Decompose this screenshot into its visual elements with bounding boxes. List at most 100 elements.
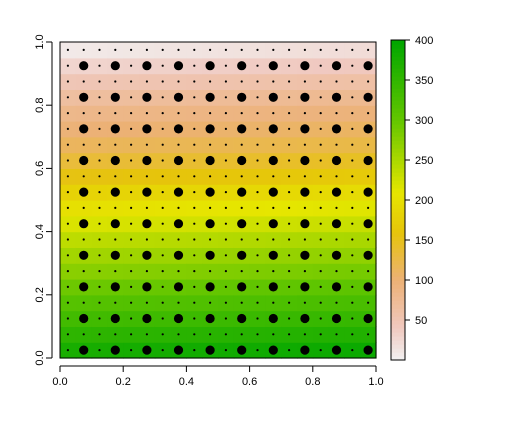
small-point: [256, 301, 259, 304]
small-point: [114, 80, 117, 83]
small-point: [98, 222, 101, 225]
small-point: [224, 127, 227, 130]
small-point: [177, 238, 180, 241]
small-point: [272, 333, 275, 336]
large-point: [237, 219, 247, 229]
large-points: [79, 61, 373, 355]
small-point: [193, 96, 196, 99]
colorbar-tick-label: 300: [415, 115, 433, 127]
small-point: [256, 127, 259, 130]
large-point: [110, 155, 120, 166]
small-point: [288, 159, 291, 162]
small-point: [224, 112, 227, 115]
colorbar-segment: [391, 92, 405, 97]
colorbar-segment: [391, 340, 405, 345]
colorbar-segment: [391, 104, 405, 109]
small-point: [161, 349, 164, 352]
small-point: [303, 301, 306, 304]
large-point: [79, 313, 89, 324]
large-point: [110, 92, 120, 102]
small-point: [193, 317, 196, 320]
small-point: [209, 80, 212, 83]
large-point: [142, 250, 152, 260]
small-point: [66, 349, 69, 352]
large-point: [173, 250, 184, 260]
large-point: [300, 282, 310, 292]
small-point: [161, 254, 164, 257]
small-point: [319, 333, 322, 336]
small-point: [82, 301, 85, 304]
large-point: [331, 187, 342, 197]
small-point: [288, 80, 291, 83]
small-point: [130, 191, 133, 194]
small-point: [351, 96, 354, 99]
small-point: [161, 64, 164, 67]
colorbar-segment: [391, 180, 405, 185]
colorbar-segment: [391, 308, 405, 313]
y-tick-label: 0.8: [34, 98, 46, 113]
small-point: [351, 333, 354, 336]
small-point: [224, 301, 227, 304]
colorbar-segment: [391, 288, 405, 293]
small-point: [288, 96, 291, 99]
small-point: [209, 112, 212, 115]
small-point: [82, 48, 85, 52]
small-point: [161, 96, 164, 99]
large-point: [300, 124, 310, 134]
colorbar-tick-label: 150: [415, 235, 433, 247]
large-point: [363, 187, 373, 197]
small-point: [319, 127, 322, 130]
small-point: [161, 285, 164, 288]
large-point: [363, 345, 373, 355]
small-point: [209, 301, 212, 304]
large-point: [363, 250, 373, 260]
colorbar-segment: [391, 172, 405, 177]
small-point: [177, 112, 180, 115]
small-point: [177, 48, 180, 52]
small-point: [303, 48, 306, 52]
large-point: [110, 219, 120, 229]
small-point: [335, 48, 338, 52]
large-point: [173, 124, 184, 134]
small-point: [98, 64, 101, 67]
small-point: [303, 80, 306, 83]
small-point: [130, 64, 133, 67]
colorbar-segment: [391, 224, 405, 229]
small-point: [66, 301, 69, 304]
large-point: [205, 313, 215, 324]
small-point: [66, 222, 69, 225]
small-point: [161, 238, 164, 241]
large-point: [142, 92, 152, 102]
small-point: [177, 143, 180, 146]
small-point: [130, 333, 133, 336]
colorbar-segment: [391, 256, 405, 261]
small-point: [98, 191, 101, 194]
small-point: [130, 349, 133, 352]
small-point: [193, 48, 196, 52]
small-point: [351, 48, 354, 52]
small-point: [114, 301, 117, 304]
small-point: [288, 333, 291, 336]
large-point: [79, 345, 89, 355]
small-point: [130, 206, 133, 209]
small-point: [98, 80, 101, 83]
large-point: [142, 155, 152, 166]
small-point: [288, 285, 291, 288]
small-point: [66, 159, 69, 162]
small-point: [66, 206, 69, 209]
small-point: [82, 112, 85, 115]
large-point: [300, 187, 310, 197]
large-point: [205, 92, 215, 102]
small-point: [224, 222, 227, 225]
large-point: [173, 345, 184, 355]
small-point: [351, 64, 354, 67]
large-point: [205, 187, 215, 197]
y-axis: 0.0 0.2 0.4 0.6 0.8 1.0: [34, 34, 53, 366]
large-point: [300, 313, 310, 324]
small-point: [319, 254, 322, 257]
colorbar-segment: [391, 160, 405, 165]
x-axis: 0.0 0.2 0.4 0.6 0.8 1.0: [52, 365, 384, 388]
small-point: [256, 206, 259, 209]
small-point: [256, 48, 259, 52]
small-point: [145, 333, 148, 336]
